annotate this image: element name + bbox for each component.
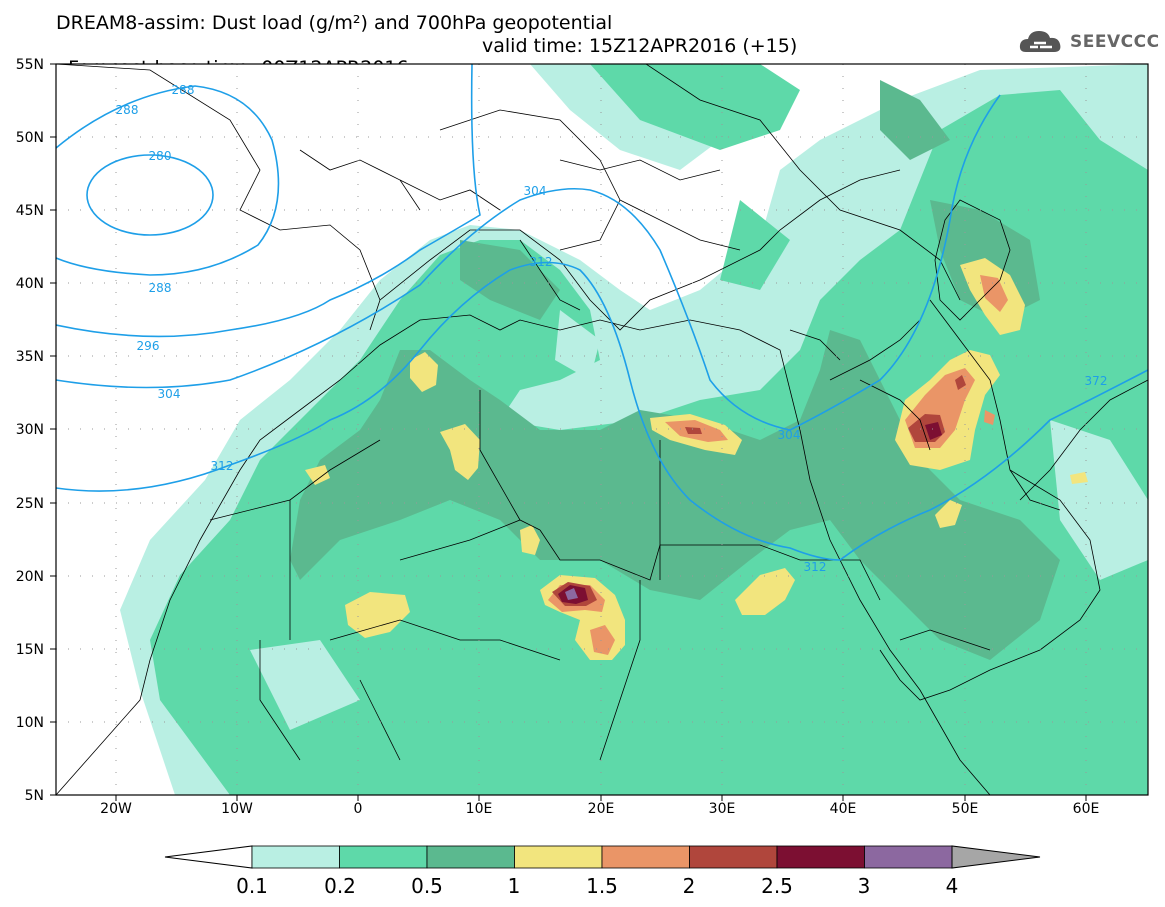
contour-288-upper (56, 85, 280, 276)
lon-label: 40E (830, 801, 857, 817)
seevccc-logo: SEEVCCC (1018, 26, 1160, 58)
coastlines-and-borders (56, 64, 1148, 795)
latitude-labels: 55N 50N 45N 40N 35N 30N 25N 20N 15N 10N … (16, 57, 44, 804)
contour-label: 312 (530, 255, 553, 269)
contour-label: 296 (137, 339, 160, 353)
lon-label: 20E (588, 801, 615, 817)
latitude-ticks (50, 63, 56, 796)
contour-296 (56, 64, 481, 338)
longitude-ticks (115, 795, 1087, 801)
valid-time: valid time: 15Z12APR2016 (+15) (482, 35, 798, 57)
logo-text: SEEVCCC (1070, 32, 1160, 52)
contour-label: 304 (524, 184, 547, 198)
contour-312 (56, 261, 1148, 561)
lat-label: 15N (16, 642, 44, 658)
contour-label: 280 (149, 149, 172, 163)
colorbar-label: 0.5 (411, 874, 443, 898)
geopotential-contours (56, 64, 1148, 561)
colorbar-swatch (689, 845, 778, 869)
contour-280 (86, 154, 214, 236)
lat-label: 30N (16, 422, 44, 438)
lon-label: 10W (221, 801, 253, 817)
lon-label: 50E (952, 801, 979, 817)
lat-label: 50N (16, 130, 44, 146)
colorbar-above-triangle (951, 845, 1041, 869)
lat-label: 20N (16, 569, 44, 585)
lon-label: 10E (466, 801, 493, 817)
colorbar-label: 2 (683, 874, 696, 898)
contour-label: 304 (778, 428, 801, 442)
longitude-labels: 20W 10W 0 10E 20E 30E 40E 50E 60E (100, 801, 1099, 817)
contour-label: 312 (804, 560, 827, 574)
colorbar-below-triangle (164, 845, 253, 869)
colorbar-swatch (864, 845, 953, 869)
contour-304 (56, 94, 1001, 431)
cloud-logo-icon (1019, 31, 1061, 52)
contour-label: 312 (211, 459, 234, 473)
colorbar (164, 845, 1041, 869)
colorbar-swatch (251, 845, 340, 869)
colorbar-swatch (426, 845, 515, 869)
contour-label: 288 (149, 281, 172, 295)
lon-label: 20W (100, 801, 132, 817)
contour-labels: 288 288 280 288 296 304 304 312 312 304 … (116, 83, 1108, 574)
colorbar-label: 0.1 (236, 874, 268, 898)
contour-label: 304 (158, 387, 181, 401)
dust-load-field (120, 64, 1148, 795)
colorbar-label: 3 (858, 874, 871, 898)
lon-label: 30E (709, 801, 736, 817)
colorbar-swatch (514, 845, 603, 869)
colorbar-swatch (776, 845, 865, 869)
colorbar-swatch (601, 845, 690, 869)
lat-label: 10N (16, 715, 44, 731)
lon-label: 60E (1073, 801, 1100, 817)
lat-label: 5N (25, 788, 44, 804)
contour-label: 372 (1085, 374, 1108, 388)
contour-label: 288 (116, 103, 139, 117)
colorbar-swatch (339, 845, 428, 869)
lat-label: 40N (16, 276, 44, 292)
lat-label: 45N (16, 203, 44, 219)
colorbar-label: 4 (946, 874, 959, 898)
map-title: DREAM8-assim: Dust load (g/m²) and 700hP… (56, 12, 613, 34)
colorbar-label: 1 (508, 874, 521, 898)
colorbar-label: 0.2 (324, 874, 356, 898)
lon-label: 0 (354, 801, 363, 817)
lat-label: 25N (16, 496, 44, 512)
colorbar-labels: 0.1 0.2 0.5 1 1.5 2 2.5 3 4 (236, 874, 958, 898)
lat-label: 55N (16, 57, 44, 73)
colorbar-label: 1.5 (586, 874, 618, 898)
contour-label: 288 (172, 83, 195, 97)
lat-label: 35N (16, 349, 44, 365)
colorbar-label: 2.5 (761, 874, 793, 898)
